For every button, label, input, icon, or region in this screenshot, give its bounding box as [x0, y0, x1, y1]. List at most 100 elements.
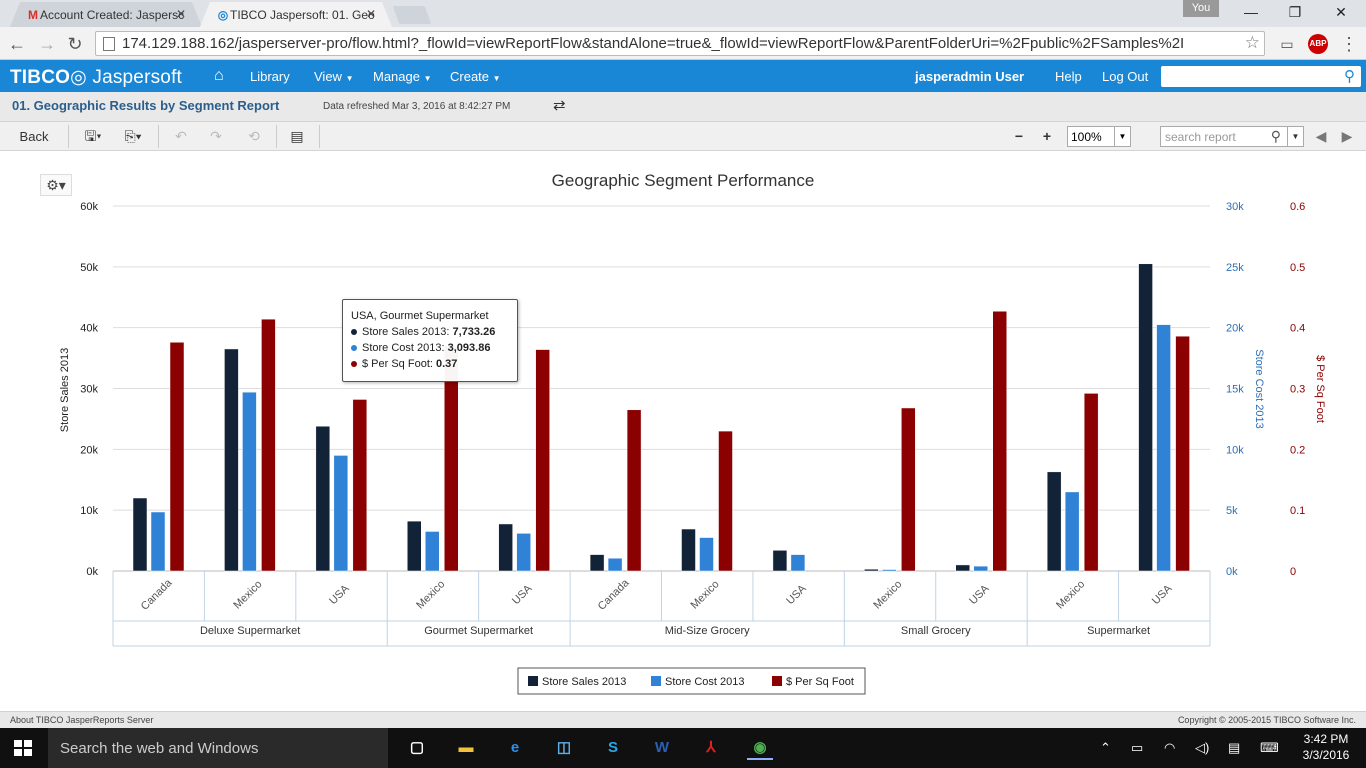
- browser-tab-strip: M Account Created: Jaspersc ✕ ◎ TIBCO Ja…: [0, 0, 1366, 27]
- gmail-icon: M: [28, 8, 38, 22]
- search-report-input[interactable]: search report ⚲ ▼: [1160, 126, 1304, 147]
- toolbar-divider: [68, 125, 69, 148]
- user-name[interactable]: jasperadmin User: [915, 69, 1025, 84]
- skype-icon[interactable]: S: [607, 739, 618, 756]
- zoom-out-icon[interactable]: −: [1014, 128, 1024, 144]
- global-search-input[interactable]: ⚲: [1161, 66, 1361, 87]
- bar: [261, 318, 276, 572]
- windows-start-icon[interactable]: [14, 740, 32, 756]
- clock-date: 3/3/2016: [1302, 748, 1350, 762]
- bar: [1083, 393, 1099, 572]
- y-left-tick-label: 60k: [80, 201, 98, 213]
- close-icon[interactable]: ✕: [175, 7, 186, 21]
- y-right1-tick-label: 20k: [1226, 323, 1244, 335]
- reload-icon[interactable]: ↻: [67, 34, 83, 54]
- home-icon[interactable]: ⌂: [214, 67, 224, 84]
- bar: [699, 537, 714, 572]
- y-right1-axis-title: Store Cost 2013: [1253, 349, 1265, 429]
- bar: [132, 497, 148, 572]
- bar: [333, 455, 349, 572]
- category-label: Mexico: [414, 578, 447, 611]
- back-button[interactable]: Back: [19, 129, 49, 144]
- nav-manage-label: Manage: [373, 69, 420, 84]
- adblock-icon[interactable]: ABP: [1308, 34, 1328, 54]
- tooltip-row: Store Sales 2013: 7,733.26: [351, 324, 517, 340]
- tooltip-value: 7,733.26: [452, 326, 496, 338]
- bar: [498, 523, 513, 572]
- category-label: Mexico: [689, 578, 722, 611]
- search-icon[interactable]: ⚲: [1270, 128, 1281, 144]
- about-link[interactable]: About TIBCO JasperReports Server: [10, 715, 154, 725]
- nav-view[interactable]: View ▼: [314, 69, 354, 84]
- tab-title: Account Created: Jaspersc: [40, 8, 185, 22]
- browser-tab-gmail[interactable]: M Account Created: Jaspersc ✕: [10, 2, 202, 27]
- bar: [790, 554, 806, 572]
- close-icon[interactable]: ✕: [365, 7, 376, 21]
- refresh-icon[interactable]: ⇄: [553, 97, 566, 114]
- y-right2-tick-label: 0.6: [1290, 201, 1305, 213]
- y-right2-tick-label: 0.1: [1290, 505, 1305, 517]
- bookmarks-panel-icon[interactable]: ▤: [290, 128, 304, 144]
- minimize-button[interactable]: —: [1244, 4, 1258, 20]
- taskbar-search[interactable]: Search the web and Windows: [48, 728, 388, 768]
- legend-label: Store Sales 2013: [542, 676, 626, 688]
- jaspersoft-logo[interactable]: TIBCO◎ Jaspersoft: [10, 67, 183, 88]
- y-right2-tick-label: 0.2: [1290, 444, 1305, 456]
- volume-icon[interactable]: ◁): [1195, 740, 1210, 755]
- zoom-select[interactable]: 100% ▼: [1067, 126, 1131, 147]
- new-tab-button[interactable]: [392, 6, 432, 24]
- previous-result-icon[interactable]: ◀: [1315, 128, 1327, 144]
- word-icon[interactable]: W: [654, 739, 670, 756]
- redo-icon[interactable]: ↷: [210, 128, 222, 144]
- toolbar-divider: [319, 125, 320, 148]
- save-icon[interactable]: 🖫▾: [84, 128, 102, 144]
- menu-icon[interactable]: ⋮: [1340, 34, 1358, 54]
- category-label: USA: [784, 582, 809, 607]
- nav-library[interactable]: Library: [250, 69, 290, 84]
- zoom-in-icon[interactable]: +: [1042, 128, 1052, 144]
- acrobat-icon[interactable]: ⅄: [706, 739, 716, 756]
- tab-title: TIBCO Jaspersoft: 01. Geo: [230, 8, 375, 22]
- category-label: USA: [327, 582, 352, 607]
- browser-tab-jaspersoft[interactable]: ◎ TIBCO Jaspersoft: 01. Geo ✕: [200, 2, 392, 27]
- address-bar[interactable]: 174.129.188.162/jasperserver-pro/flow.ht…: [95, 31, 1265, 56]
- bar: [425, 531, 440, 572]
- undo-icon[interactable]: ↶: [175, 128, 187, 144]
- system-clock[interactable]: 3:42 PM 3/3/2016: [1296, 731, 1356, 763]
- search-icon[interactable]: ⚲: [1344, 68, 1355, 85]
- forward-arrow-icon[interactable]: →: [38, 34, 56, 54]
- tooltip-row: Store Cost 2013: 3,093.86: [351, 340, 517, 356]
- task-view-icon[interactable]: ▢: [409, 739, 425, 756]
- logout-link[interactable]: Log Out: [1102, 69, 1149, 84]
- export-icon[interactable]: ⎘▾: [124, 128, 142, 144]
- star-icon[interactable]: ☆: [1244, 33, 1260, 52]
- profile-badge[interactable]: You: [1183, 0, 1219, 17]
- group-label: Deluxe Supermarket: [200, 625, 300, 637]
- next-result-icon[interactable]: ▶: [1341, 128, 1353, 144]
- nav-create[interactable]: Create ▼: [450, 69, 501, 84]
- maximize-button[interactable]: ❐: [1288, 4, 1302, 20]
- chevron-down-icon[interactable]: ▼: [1287, 127, 1303, 146]
- window-close-button[interactable]: ✕: [1335, 4, 1347, 20]
- y-right1-tick-label: 10k: [1226, 444, 1244, 456]
- nav-manage[interactable]: Manage ▼: [373, 69, 432, 84]
- zoom-value: 100%: [1071, 130, 1102, 144]
- toolbar-divider: [276, 125, 277, 148]
- cast-icon[interactable]: ▭: [1280, 36, 1294, 52]
- bar: [169, 342, 185, 572]
- help-link[interactable]: Help: [1055, 69, 1082, 84]
- tooltip-value: 0.37: [436, 358, 458, 370]
- file-explorer-icon[interactable]: ▬: [458, 739, 474, 756]
- store-icon[interactable]: ◫: [556, 739, 572, 756]
- back-arrow-icon[interactable]: ←: [8, 34, 26, 54]
- keyboard-icon[interactable]: ⌨: [1260, 740, 1279, 755]
- edge-browser-icon[interactable]: e: [510, 739, 520, 756]
- wifi-icon[interactable]: ◠: [1164, 740, 1176, 755]
- chevron-up-icon[interactable]: ⌃: [1100, 740, 1111, 755]
- undo-all-icon[interactable]: ⟲: [248, 128, 260, 144]
- action-center-icon[interactable]: ▤: [1228, 740, 1241, 755]
- battery-icon[interactable]: ▭: [1131, 740, 1144, 755]
- chrome-icon[interactable]: ◉: [747, 736, 773, 760]
- group-label: Mid-Size Grocery: [665, 625, 750, 637]
- chart-settings-icon[interactable]: ⚙▾: [40, 174, 72, 196]
